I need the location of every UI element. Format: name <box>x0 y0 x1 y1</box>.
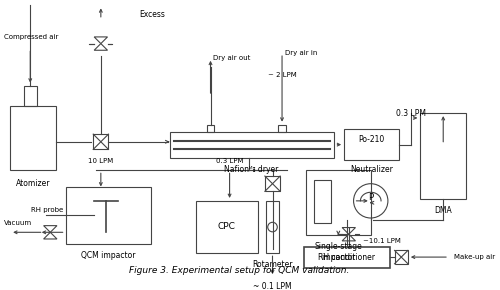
Text: Vacuum: Vacuum <box>4 220 32 226</box>
Polygon shape <box>94 37 108 44</box>
Text: impactor: impactor <box>321 253 356 262</box>
Text: Single-stage: Single-stage <box>314 242 362 251</box>
Polygon shape <box>44 226 57 232</box>
Text: RH conditioner: RH conditioner <box>318 253 376 262</box>
Text: 10 LPM: 10 LPM <box>88 158 114 164</box>
Text: Dry air in: Dry air in <box>285 50 318 56</box>
Polygon shape <box>94 44 108 50</box>
Text: Excess: Excess <box>139 10 165 19</box>
Text: Po-210: Po-210 <box>358 135 385 144</box>
Bar <box>24 86 37 106</box>
Text: Neutralizer: Neutralizer <box>350 165 393 174</box>
Text: Make-up air: Make-up air <box>454 254 495 260</box>
Bar <box>306 170 370 235</box>
Bar <box>314 180 330 223</box>
Polygon shape <box>342 228 355 234</box>
Bar <box>10 106 56 170</box>
Text: 0.3 LPM: 0.3 LPM <box>396 109 426 118</box>
Text: P: P <box>368 193 374 202</box>
Bar <box>170 132 334 158</box>
Text: Dry air out: Dry air out <box>214 55 250 61</box>
Circle shape <box>268 222 278 232</box>
Bar <box>278 125 286 132</box>
Text: RH probe: RH probe <box>32 207 64 213</box>
Bar <box>206 125 214 132</box>
Text: ~ 2 LPM: ~ 2 LPM <box>268 72 296 78</box>
Bar <box>196 201 258 253</box>
Text: CPC: CPC <box>218 222 236 231</box>
Text: Nafionᴻᵻ dryer: Nafionᴻᵻ dryer <box>224 165 278 174</box>
Bar <box>304 246 390 268</box>
Text: DMA: DMA <box>434 206 452 215</box>
Text: ~10.1 LPM: ~10.1 LPM <box>363 238 401 244</box>
Polygon shape <box>44 232 57 239</box>
Bar <box>265 176 280 191</box>
Polygon shape <box>342 234 355 241</box>
Text: Rotameter: Rotameter <box>252 260 293 269</box>
Text: QCM impactor: QCM impactor <box>81 251 136 260</box>
Bar <box>394 251 408 264</box>
Bar <box>66 186 152 244</box>
Text: Atomizer: Atomizer <box>16 179 50 188</box>
Bar <box>266 201 279 253</box>
Text: 0.3 LPM: 0.3 LPM <box>216 158 244 164</box>
Text: Compressed air: Compressed air <box>4 34 58 40</box>
Bar <box>420 113 466 199</box>
Circle shape <box>354 184 388 218</box>
Text: Figure 3. Experimental setup for QCM validation.: Figure 3. Experimental setup for QCM val… <box>129 266 350 275</box>
Bar <box>93 134 108 149</box>
Text: ~ 0.1 LPM: ~ 0.1 LPM <box>253 282 292 290</box>
Bar <box>344 129 400 160</box>
